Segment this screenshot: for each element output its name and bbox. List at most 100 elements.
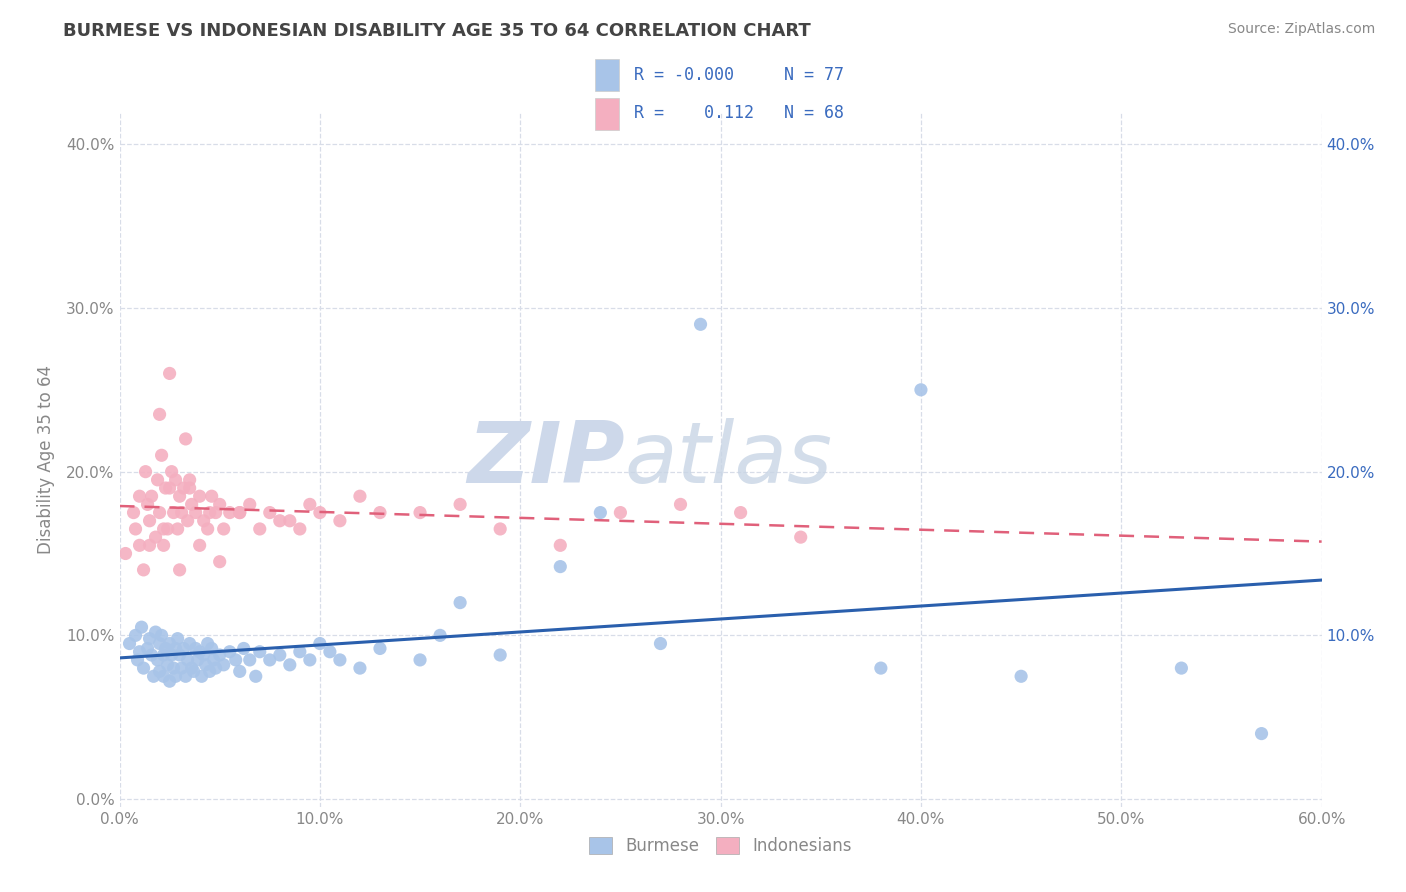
Point [160, 465, 183, 479]
Point [169, 563, 191, 577]
Point [149, 408, 172, 422]
Point [152, 522, 174, 536]
Point [1250, 726, 1272, 740]
Point [124, 628, 146, 642]
Point [202, 653, 225, 667]
Point [165, 641, 187, 656]
Point [790, 530, 813, 544]
Point [259, 506, 281, 520]
Point [228, 665, 252, 679]
Point [132, 661, 155, 675]
Point [190, 669, 212, 683]
Point [269, 514, 291, 528]
Point [309, 636, 332, 650]
Point [131, 620, 153, 634]
Point [128, 538, 150, 552]
Point [183, 665, 205, 679]
Point [149, 665, 172, 679]
Text: ZIP: ZIP [467, 417, 624, 501]
Bar [595, 59, 619, 91]
Point [239, 653, 262, 667]
Point [197, 522, 219, 536]
Point [159, 481, 181, 495]
Point [489, 648, 512, 662]
Point [174, 669, 197, 683]
Legend: Burmese, Indonesians: Burmese, Indonesians [582, 830, 859, 862]
Point [159, 674, 181, 689]
Point [156, 657, 179, 672]
Point [249, 645, 271, 659]
Point [141, 648, 163, 662]
Point [159, 367, 181, 381]
Point [145, 530, 167, 544]
Point [187, 653, 209, 667]
Point [149, 636, 172, 650]
Point [122, 506, 145, 520]
Point [204, 661, 226, 675]
Point [409, 506, 432, 520]
Point [218, 506, 240, 520]
Point [198, 506, 221, 520]
Point [288, 522, 311, 536]
Point [550, 538, 572, 552]
Point [349, 661, 371, 675]
Point [429, 628, 451, 642]
Point [174, 432, 197, 446]
Point [141, 489, 163, 503]
Point [152, 669, 174, 683]
Point [201, 641, 224, 656]
Point [149, 506, 172, 520]
Text: R = -0.000: R = -0.000 [634, 66, 734, 84]
Point [194, 657, 217, 672]
Point [152, 538, 174, 552]
Point [170, 506, 193, 520]
Point [152, 648, 174, 662]
Point [218, 645, 240, 659]
Point [239, 497, 262, 511]
Point [128, 645, 150, 659]
Point [409, 653, 432, 667]
Point [910, 383, 932, 397]
Point [449, 596, 471, 610]
Point [150, 448, 173, 462]
Text: N = 68: N = 68 [785, 104, 844, 122]
Point [138, 538, 160, 552]
Point [278, 514, 301, 528]
Point [198, 665, 221, 679]
Point [869, 661, 893, 675]
Point [136, 497, 159, 511]
Point [208, 555, 231, 569]
Point [259, 653, 281, 667]
Point [309, 506, 332, 520]
Point [329, 653, 352, 667]
Bar [595, 97, 619, 130]
Point [730, 506, 752, 520]
Point [589, 506, 612, 520]
Point [208, 497, 231, 511]
Point [368, 641, 391, 656]
Point [138, 632, 160, 646]
Point [180, 497, 202, 511]
Point [449, 497, 471, 511]
Point [135, 465, 157, 479]
Point [208, 648, 231, 662]
Point [166, 522, 188, 536]
Point [180, 661, 202, 675]
Point [165, 473, 187, 487]
Point [165, 669, 187, 683]
Point [232, 641, 254, 656]
Point [156, 522, 179, 536]
Point [173, 641, 195, 656]
Text: BURMESE VS INDONESIAN DISABILITY AGE 35 TO 64 CORRELATION CHART: BURMESE VS INDONESIAN DISABILITY AGE 35 … [63, 22, 811, 40]
Point [118, 636, 141, 650]
Point [193, 648, 215, 662]
Point [184, 641, 207, 656]
Point [245, 669, 267, 683]
Text: N = 77: N = 77 [785, 66, 844, 84]
Point [170, 661, 193, 675]
Point [166, 632, 188, 646]
Point [650, 636, 672, 650]
Point [114, 547, 136, 561]
Point [136, 641, 159, 656]
Point [212, 522, 235, 536]
